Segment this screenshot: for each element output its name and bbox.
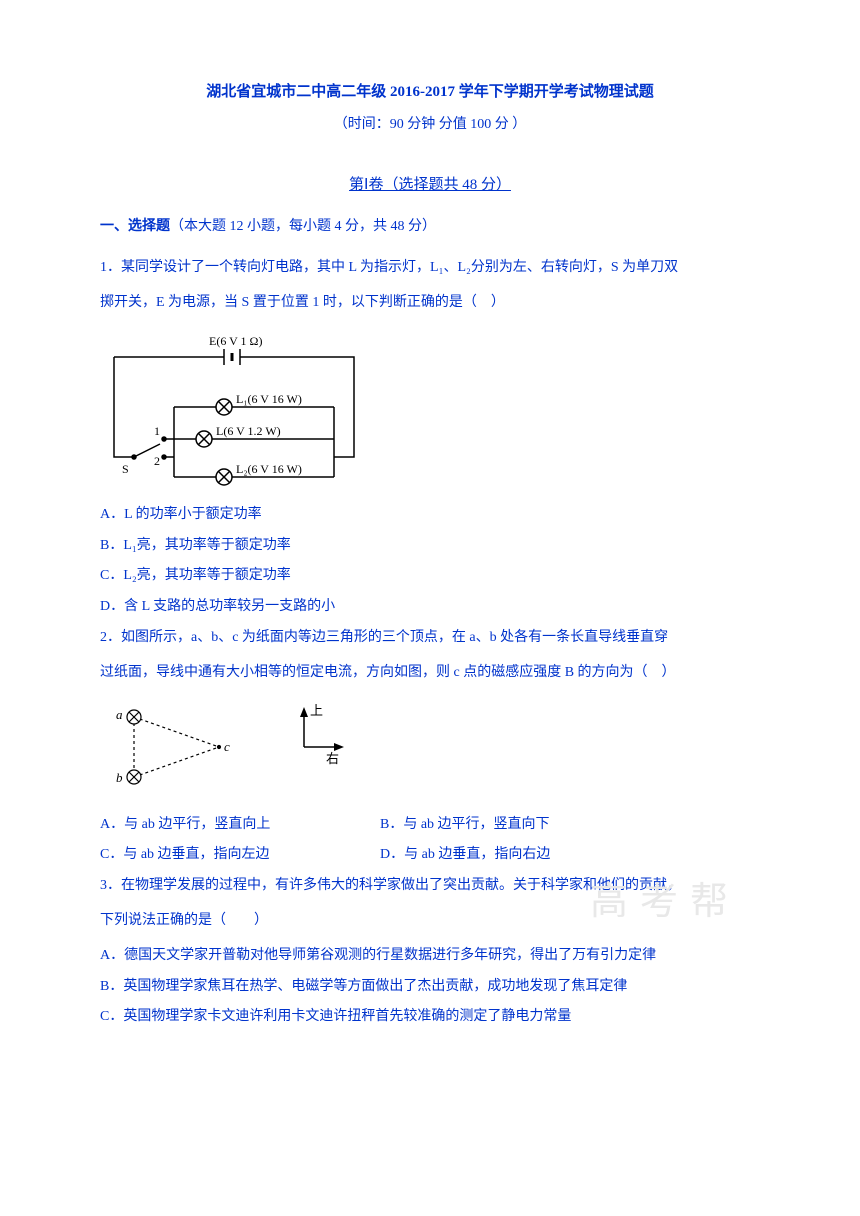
- section-header: 一、选择题（本大题 12 小题，每小题 4 分，共 48 分）: [100, 214, 760, 239]
- q1-optC: C．L₂亮，其功率等于额定功率: [100, 561, 760, 592]
- q1-circuit-diagram: E(6 V 1 Ω) L₁(6 V 16 W) L(6 V 1.2 W) L₂(…: [104, 327, 760, 492]
- section-header-bold: 一、选择题: [100, 219, 170, 234]
- pos1-label: 1: [154, 424, 160, 438]
- exam-subtitle: （时间：90 分钟 分值 100 分 ）: [100, 113, 760, 133]
- q2-optC: C．与 ab 边垂直，指向左边: [100, 840, 380, 871]
- q1-line2: 掷开关，E 为电源，当 S 置于位置 1 时，以下判断正确的是（ ）: [100, 288, 760, 319]
- section-title: 第Ⅰ卷（选择题共 48 分）: [100, 173, 760, 194]
- a-label: a: [116, 707, 123, 722]
- q3-optC: C．英国物理学家卡文迪许利用卡文迪许扭秤首先较准确的测定了静电力常量: [100, 1002, 760, 1033]
- e-label: E(6 V 1 Ω): [209, 334, 262, 348]
- section-header-rest: （本大题 12 小题，每小题 4 分，共 48 分）: [170, 219, 436, 234]
- q3-line1: 3．在物理学发展的过程中，有许多伟大的科学家做出了突出贡献。关于科学家和他们的贡…: [100, 871, 760, 902]
- q3-optB: B．英国物理学家焦耳在热学、电磁学等方面做出了杰出贡献，成功地发现了焦耳定律: [100, 972, 760, 1003]
- l1-label: L₁(6 V 16 W): [236, 392, 302, 406]
- up-label: 上: [310, 703, 323, 718]
- q2-optB: B．与 ab 边平行，竖直向下: [380, 810, 550, 841]
- q2-line2: 过纸面，导线中通有大小相等的恒定电流，方向如图，则 c 点的磁感应强度 B 的方…: [100, 658, 760, 689]
- right-label: 右: [326, 751, 339, 766]
- exam-title: 湖北省宜城市二中高二年级 2016-2017 学年下学期开学考试物理试题: [100, 80, 760, 101]
- c-label: c: [224, 739, 230, 754]
- q2-line1: 2．如图所示，a、b、c 为纸面内等边三角形的三个顶点，在 a、b 处各有一条长…: [100, 623, 760, 654]
- q1-optD: D．含 L 支路的总功率较另一支路的小: [100, 592, 760, 623]
- q3-line2: 下列说法正确的是（ ）: [100, 906, 760, 937]
- q1-optA: A．L 的功率小于额定功率: [100, 500, 760, 531]
- s-label: S: [122, 462, 129, 476]
- l-label: L(6 V 1.2 W): [216, 424, 281, 438]
- q1-line1: 1．某同学设计了一个转向灯电路，其中 L 为指示灯，L₁、L₂分别为左、右转向灯…: [100, 253, 760, 284]
- b-label: b: [116, 770, 123, 785]
- q2-optA: A．与 ab 边平行，竖直向上: [100, 810, 380, 841]
- q2-optD: D．与 ab 边垂直，指向右边: [380, 840, 550, 871]
- l2-label: L₂(6 V 16 W): [236, 462, 302, 476]
- q2-row-cd: C．与 ab 边垂直，指向左边 D．与 ab 边垂直，指向右边: [100, 840, 760, 871]
- pos2-label: 2: [154, 454, 160, 468]
- q2-row-ab: A．与 ab 边平行，竖直向上 B．与 ab 边平行，竖直向下: [100, 810, 760, 841]
- q2-triangle-diagram: a b c 上 右: [104, 697, 760, 802]
- q1-optB: B．L₁亮，其功率等于额定功率: [100, 531, 760, 562]
- q3-optA: A．德国天文学家开普勒对他导师第谷观测的行星数据进行多年研究，得出了万有引力定律: [100, 941, 760, 972]
